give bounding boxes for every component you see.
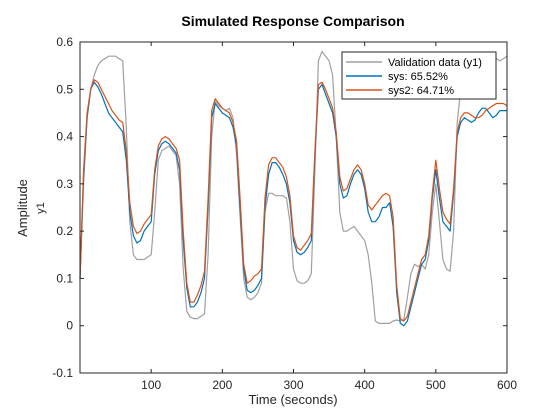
tick-layer: 100 200 300 400 500 600 -0.1 0 0.1 0.2 0.3 0.4 0.5 0.…: [52, 35, 517, 392]
chart-title: Simulated Response Comparison: [181, 13, 404, 29]
y-tick-label: 0.1: [56, 271, 73, 285]
y-tick-label: 0.6: [56, 35, 73, 49]
legend-label-1: Validation data (y1): [388, 57, 482, 69]
y-tick-label: 0.5: [56, 82, 73, 96]
y-tick-label: -0.1: [52, 366, 73, 380]
series-line-3: [79, 79, 508, 322]
y-tick-label: 0.2: [56, 224, 73, 238]
legend-label-2: sys: 65.52%: [388, 71, 448, 83]
y-tick-label: 0: [66, 319, 73, 333]
series-line-1: [79, 50, 508, 324]
plot-frame: [79, 41, 508, 374]
x-tick-label: 400: [355, 378, 375, 392]
y-tick-label: 0.4: [56, 130, 73, 144]
y-axis-label: Amplitude: [15, 179, 30, 237]
series-line-2: [79, 81, 507, 327]
x-tick-label: 600: [497, 378, 517, 392]
x-tick-label: 300: [283, 378, 303, 392]
legend: Validation data (y1) sys: 65.52% sys2: 64.…: [341, 51, 497, 100]
x-tick-label: 500: [426, 378, 446, 392]
y-tick-label: 0.3: [56, 177, 73, 191]
legend-label-3: sys2: 64.71%: [388, 85, 454, 97]
series-layer: [79, 50, 508, 327]
y-axis-sublabel: y1: [35, 202, 47, 214]
x-tick-label: 200: [212, 378, 232, 392]
x-axis-label: Time (seconds): [248, 392, 337, 407]
x-tick-label: 100: [141, 378, 161, 392]
